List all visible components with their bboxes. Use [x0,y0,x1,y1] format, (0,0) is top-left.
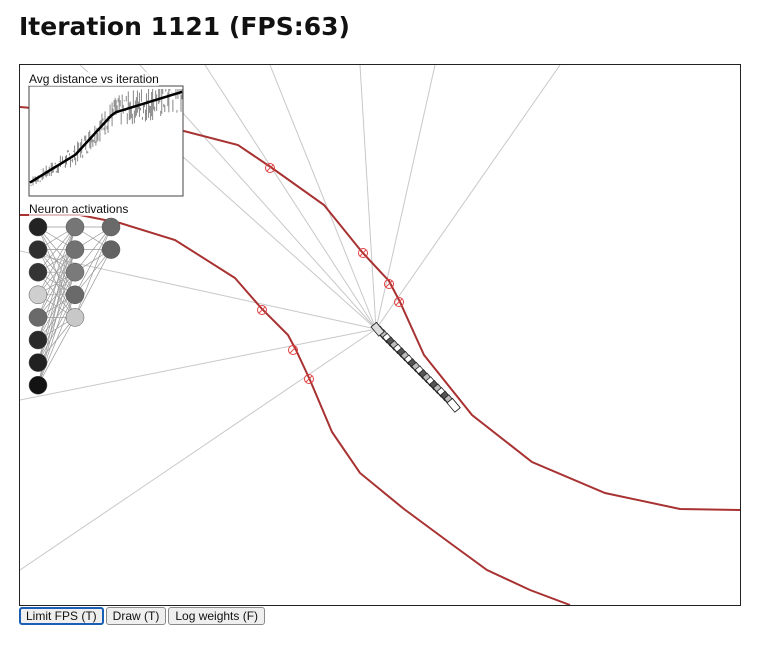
limit-fps-button[interactable]: Limit FPS (T) [19,607,104,625]
sensor-ray [20,250,377,330]
neuron-network [28,217,121,395]
neuron-node [28,330,48,350]
neuron-node [101,217,121,237]
distance-trend-line [29,90,183,184]
sensor-hit-marker [265,163,275,173]
neuron-node [28,353,48,372]
sensor-hit-marker [304,374,314,384]
controls-bar: Limit FPS (T) Draw (T) Log weights (F) [19,607,266,625]
neuron-node [65,217,85,237]
simulation-drawing [20,65,740,605]
track-outer-wall [20,106,740,511]
car-body [370,321,385,337]
page-title: Iteration 1121 (FPS:63) [19,12,350,41]
draw-button[interactable]: Draw (T) [105,607,167,625]
neuron-activations-label: Neuron activations [29,202,129,216]
sensor-hit-marker [358,248,368,258]
sensor-hits [257,163,404,384]
sensor-hit-marker [257,305,267,315]
neuron-node [28,217,48,237]
neuron-node [28,240,48,259]
track-inner-wall [20,214,571,605]
avg-distance-chart [28,85,184,197]
sensor-ray [20,328,377,571]
sensor-hit-marker [394,297,404,307]
neuron-node [65,240,85,259]
car-trail [370,321,461,413]
sensor-hit-marker [288,345,298,355]
neuron-node [28,375,48,395]
neuron-node [28,308,48,327]
sensor-ray [375,65,561,330]
sensor-ray [359,65,377,330]
log-weights-button[interactable]: Log weights (F) [168,607,266,625]
sensor-ray [375,65,436,330]
neuron-node [65,308,85,327]
neuron-node [65,285,85,305]
avg-distance-label: Avg distance vs iteration [29,72,159,86]
neuron-node [101,240,121,259]
neuron-node [65,262,85,282]
simulation-canvas[interactable]: Avg distance vs iteration Neuron activat… [19,64,741,606]
neuron-node [28,285,48,305]
sensor-ray [269,65,377,330]
sensor-ray [20,328,377,401]
neuron-node [28,262,48,282]
car-tail [446,397,461,413]
sensor-hit-marker [384,279,394,289]
sensor-ray [204,65,377,330]
